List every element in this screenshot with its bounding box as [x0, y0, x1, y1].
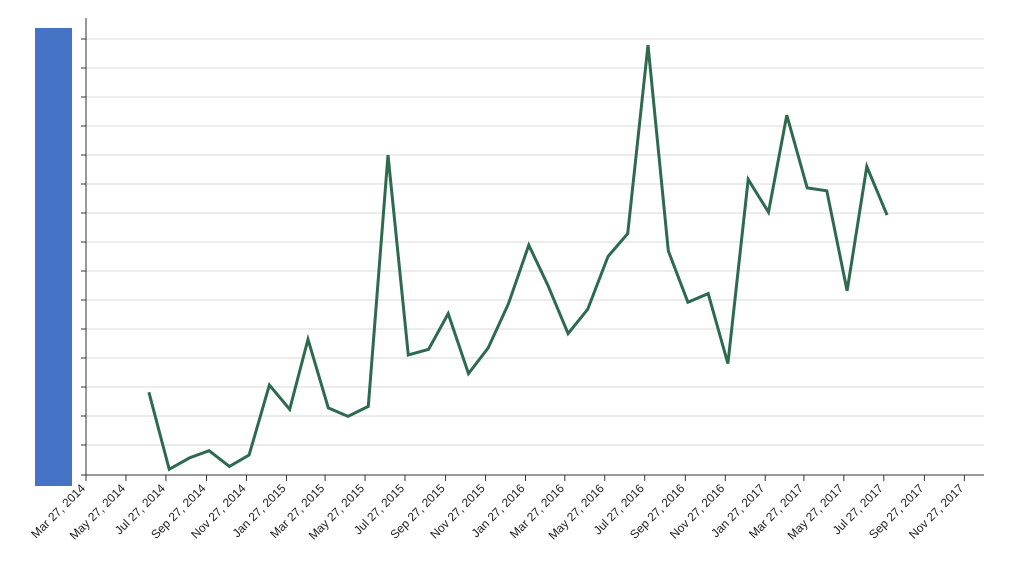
series-group: [147, 44, 889, 472]
series-line: [147, 44, 889, 472]
gridlines: [81, 38, 984, 446]
axes: [81, 18, 984, 476]
legend-swatch: [35, 28, 72, 486]
x-axis-ticks: [85, 475, 965, 481]
